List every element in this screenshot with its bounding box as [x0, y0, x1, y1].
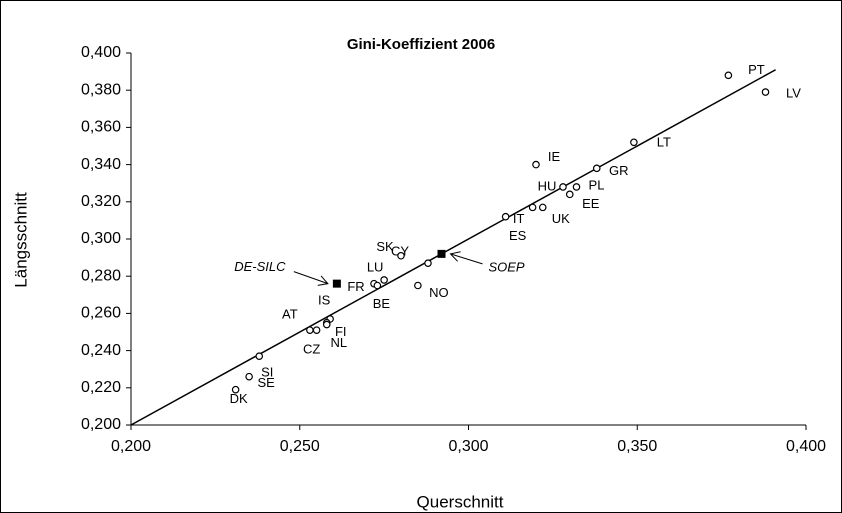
arrow-head — [449, 251, 461, 262]
arrow — [293, 271, 329, 285]
point-label: LV — [786, 85, 801, 100]
y-tick-label: 0,280 — [81, 267, 121, 284]
point — [592, 164, 601, 173]
point-label: SOEP — [488, 259, 524, 274]
point — [572, 183, 581, 191]
y-tick-label: 0,320 — [81, 193, 121, 210]
point-label: CZ — [303, 342, 320, 357]
x-tick-label: 0,300 — [448, 438, 488, 455]
point — [231, 385, 240, 394]
reference-line — [130, 69, 776, 426]
point — [380, 276, 388, 284]
point — [538, 203, 547, 212]
y-tick-label: 0,260 — [81, 305, 121, 322]
point — [437, 249, 446, 258]
y-tick-label: 0,400 — [81, 44, 121, 61]
point — [761, 88, 770, 96]
point-label: CY — [391, 244, 409, 259]
point-label: LT — [657, 135, 671, 150]
y-axis-label: Längsschnitt — [11, 192, 30, 288]
point — [501, 212, 510, 221]
y-tick-label: 0,380 — [81, 81, 121, 98]
point — [312, 326, 321, 334]
point-label: SK — [376, 239, 394, 254]
point — [630, 138, 638, 147]
point-label: FR — [347, 279, 364, 294]
point-label: NO — [429, 285, 449, 300]
point-label: NL — [330, 335, 347, 350]
arrow-head — [317, 275, 329, 286]
point-label: LU — [367, 259, 384, 274]
point — [424, 259, 432, 267]
point — [724, 71, 733, 80]
point — [565, 190, 574, 199]
point-label: BE — [373, 296, 391, 311]
point-label: SI — [261, 365, 273, 380]
y-tick-label: 0,340 — [81, 156, 121, 173]
point-label: FI — [335, 324, 347, 339]
y-tick-label: 0,360 — [81, 119, 121, 136]
point-label: DE-SILC — [234, 259, 286, 274]
point-label: GR — [609, 163, 629, 178]
y-tick-label: 0,300 — [81, 230, 121, 247]
point — [332, 279, 341, 288]
point-label: PL — [589, 177, 605, 192]
point-label: IS — [318, 292, 331, 307]
point — [532, 160, 540, 169]
point — [322, 320, 331, 329]
x-tick-label: 0,200 — [111, 438, 151, 455]
y-tick-label: 0,240 — [81, 342, 121, 359]
point-label: IE — [548, 149, 561, 164]
point — [397, 251, 405, 260]
point — [373, 281, 382, 290]
point-label: UK — [552, 211, 570, 226]
point-label: ES — [509, 228, 527, 243]
x-tick-label: 0,250 — [280, 438, 320, 455]
point-label: DK — [230, 391, 248, 406]
y-tick-label: 0,220 — [81, 379, 121, 396]
x-axis-label: Querschnitt — [417, 492, 504, 511]
y-tick-label: 0,200 — [81, 416, 121, 433]
point-label: IT — [513, 211, 525, 226]
point — [528, 203, 537, 212]
point-label: AT — [282, 307, 298, 322]
point — [559, 183, 567, 191]
arrow — [450, 253, 483, 265]
point — [306, 326, 314, 334]
point — [255, 352, 264, 360]
point-label: PT — [748, 62, 765, 77]
point-label: SE — [257, 375, 275, 390]
chart-title: Gini-Koeffizient 2006 — [347, 36, 495, 53]
point — [245, 372, 253, 381]
point-label: HU — [538, 178, 557, 193]
x-tick-label: 0,350 — [617, 438, 657, 455]
x-tick-label: 0,400 — [786, 438, 826, 455]
point — [414, 281, 422, 290]
point-label: EE — [582, 196, 600, 211]
